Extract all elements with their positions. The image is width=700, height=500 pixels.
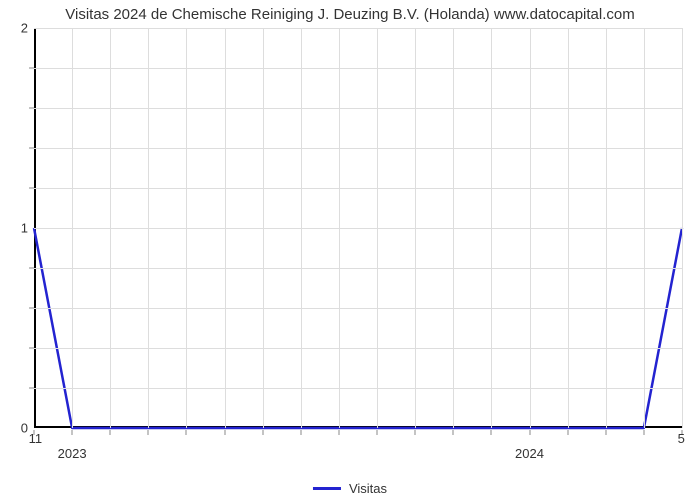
- x-minor-tick: [262, 430, 263, 435]
- y-minor-tick: [29, 268, 34, 269]
- x-minor-tick: [72, 430, 73, 435]
- x-minor-tick: [415, 430, 416, 435]
- x-minor-tick: [110, 430, 111, 435]
- y-minor-tick: [29, 148, 34, 149]
- grid-line-horizontal: [34, 148, 682, 149]
- x-minor-tick: [224, 430, 225, 435]
- x-minor-tick: [605, 430, 606, 435]
- y-minor-tick: [29, 188, 34, 189]
- y-tick-label: 1: [21, 221, 34, 236]
- y-minor-tick: [29, 348, 34, 349]
- grid-line-horizontal: [34, 268, 682, 269]
- grid-line-horizontal: [34, 228, 682, 229]
- grid-line-horizontal: [34, 28, 682, 29]
- legend-swatch: [313, 487, 341, 490]
- grid-line-horizontal: [34, 348, 682, 349]
- x-minor-tick: [491, 430, 492, 435]
- chart-container: Visitas 2024 de Chemische Reiniging J. D…: [0, 0, 700, 500]
- x-minor-tick: [453, 430, 454, 435]
- x-minor-tick: [148, 430, 149, 435]
- x-minor-tick: [300, 430, 301, 435]
- x-minor-tick: [643, 430, 644, 435]
- grid-line-horizontal: [34, 68, 682, 69]
- x-minor-tick: [338, 430, 339, 435]
- chart-title: Visitas 2024 de Chemische Reiniging J. D…: [0, 6, 700, 23]
- grid-line-horizontal: [34, 388, 682, 389]
- grid-line-horizontal: [34, 188, 682, 189]
- legend-label: Visitas: [349, 481, 387, 496]
- y-minor-tick: [29, 308, 34, 309]
- y-tick-label: 2: [21, 21, 34, 36]
- x-edge-label-right: 5: [678, 428, 685, 446]
- plot-area: 01220232024115: [34, 28, 682, 428]
- x-minor-tick: [186, 430, 187, 435]
- y-minor-tick: [29, 388, 34, 389]
- legend: Visitas: [313, 481, 387, 496]
- x-minor-tick: [529, 430, 530, 435]
- x-minor-tick: [377, 430, 378, 435]
- grid-line-vertical: [682, 28, 683, 428]
- y-minor-tick: [29, 68, 34, 69]
- x-edge-label-left: 11: [29, 428, 42, 446]
- grid-line-horizontal: [34, 108, 682, 109]
- grid-line-horizontal: [34, 308, 682, 309]
- y-minor-tick: [29, 108, 34, 109]
- x-minor-tick: [567, 430, 568, 435]
